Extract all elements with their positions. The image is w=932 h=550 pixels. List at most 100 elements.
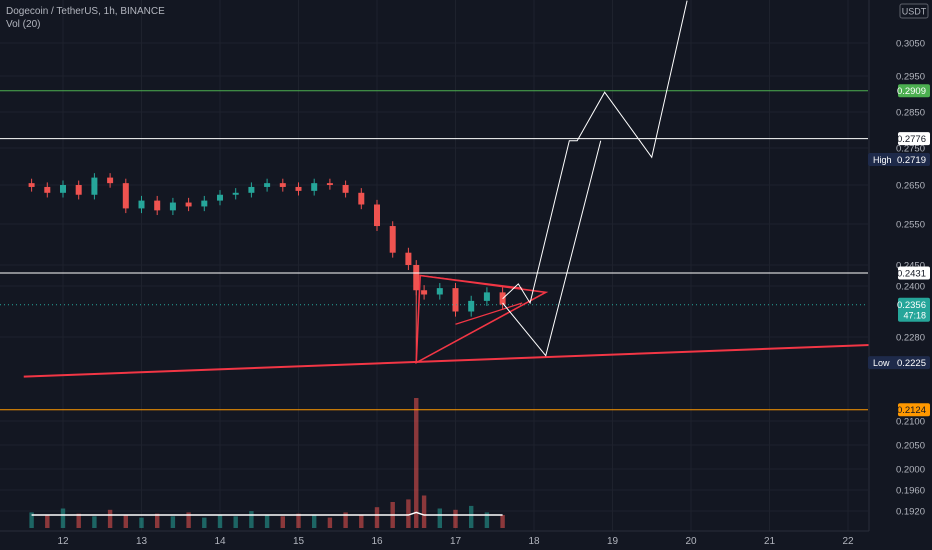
level-price-tag: 0.2909 (897, 86, 926, 97)
currency-label: USDT (902, 7, 927, 17)
grid (0, 0, 868, 531)
candle-body (232, 192, 239, 195)
currency-badge[interactable] (899, 3, 929, 19)
candle-body (483, 292, 490, 301)
price-tick-label: 0.2450 (896, 261, 925, 272)
price-tick-label: 0.2950 (896, 72, 925, 83)
level-price-tag: 0.2776 (897, 134, 926, 145)
volume-bar (437, 508, 442, 528)
volume-indicator-title[interactable]: Vol (20) (6, 19, 41, 30)
triangle-pattern[interactable] (415, 274, 549, 365)
projection-path[interactable] (502, 0, 688, 305)
high-tag-bg (868, 152, 930, 166)
time-tick-label: 20 (685, 536, 697, 547)
volume-bar (312, 515, 317, 528)
candle-body (75, 185, 82, 195)
price-axis[interactable]: USDT 0.3050 0.2950 0.2850 0.2750 0.2650 0.2550… (868, 0, 932, 550)
candle-body (468, 300, 475, 312)
volume-bar (186, 512, 191, 528)
time-axis-bg (0, 531, 932, 550)
volume-bar (45, 515, 50, 528)
price-tick-label: 0.2400 (896, 282, 925, 293)
candle-body (122, 183, 129, 209)
volume-bar (406, 499, 411, 528)
volume-bar (296, 513, 301, 528)
time-tick-label: 19 (607, 536, 619, 547)
current-price-tag-bg (898, 297, 930, 322)
volume-bar (233, 516, 238, 528)
volume-bar (202, 517, 207, 528)
candle-body (248, 186, 255, 193)
current-price-tag: 0.2356 (897, 300, 926, 311)
candle-body (264, 183, 271, 187)
triangle-inner-line (455, 302, 523, 325)
level-price-tag: 0.2124 (897, 405, 926, 416)
price-tick-label: 0.2750 (896, 144, 925, 155)
price-tick-label: 0.2650 (896, 181, 925, 192)
level-price-tag-bg (898, 84, 930, 98)
volume-bar (414, 398, 419, 528)
volume-bar (280, 516, 285, 528)
candle-body (358, 192, 365, 205)
price-tick-label: 0.2100 (896, 417, 925, 428)
candle-body (28, 183, 35, 187)
candle-body (436, 288, 443, 295)
volume-bar (76, 513, 81, 528)
price-tick-label: 0.2000 (896, 465, 925, 476)
level-price-tag: 0.2431 (897, 268, 926, 279)
volume-bar (249, 511, 254, 528)
candle-body (452, 288, 459, 312)
candle-body (217, 194, 223, 201)
level-price-tag-bg (898, 403, 930, 417)
candle-body (279, 183, 286, 187)
candle-body (154, 200, 161, 211)
time-tick-label: 12 (57, 536, 69, 547)
high-tag-price: 0.2719 (897, 155, 926, 166)
candle-body (201, 200, 208, 207)
volume-bar (421, 495, 427, 528)
symbol-title[interactable]: Dogecoin / TetherUS, 1h, BINANCE (6, 6, 165, 17)
candle-body (107, 177, 114, 184)
projection-path[interactable] (502, 140, 602, 357)
horizontal-levels (0, 90, 868, 411)
volume-bar (359, 515, 364, 528)
time-axis[interactable]: 12 13 14 15 16 17 18 19 20 21 22 (0, 530, 932, 550)
candle-body (169, 202, 176, 211)
candle-countdown: 47:18 (903, 311, 926, 321)
candle-body (295, 186, 302, 191)
volume-bar (374, 507, 380, 528)
time-tick-label: 17 (450, 536, 462, 547)
low-tag-bg (868, 356, 930, 370)
price-tick-label: 0.2280 (896, 333, 925, 344)
candle-body (374, 204, 380, 227)
volume-bar (484, 512, 490, 528)
volume-bar (139, 517, 144, 528)
price-tick-label: 0.2850 (896, 108, 925, 119)
time-tick-label: 21 (764, 536, 776, 547)
high-tag-name: High (873, 155, 892, 165)
triangle-inner-line (420, 274, 523, 289)
volume-bars (29, 398, 505, 528)
drawings (23, 0, 896, 378)
candle-body (44, 186, 51, 193)
volume-bar (107, 509, 113, 528)
candle-body (60, 185, 66, 193)
candle-body (421, 290, 428, 295)
candle-body (326, 183, 333, 185)
candle-body (405, 252, 412, 265)
time-tick-label: 14 (214, 536, 226, 547)
chart-legend: Dogecoin / TetherUS, 1h, BINANCE Vol (20… (6, 5, 165, 31)
low-tag-name: Low (873, 358, 890, 368)
volume-bar (92, 516, 97, 528)
volume-bar (29, 512, 34, 528)
price-tick-label: 0.1920 (896, 507, 925, 518)
trendline[interactable] (23, 343, 896, 378)
time-tick-label: 16 (371, 536, 383, 547)
volume-bar (343, 512, 348, 528)
price-tick-label: 0.3050 (896, 39, 925, 50)
candle-body (342, 185, 349, 193)
candle-body (389, 226, 396, 253)
volume-bar (500, 515, 505, 528)
volume-bar (170, 516, 176, 528)
